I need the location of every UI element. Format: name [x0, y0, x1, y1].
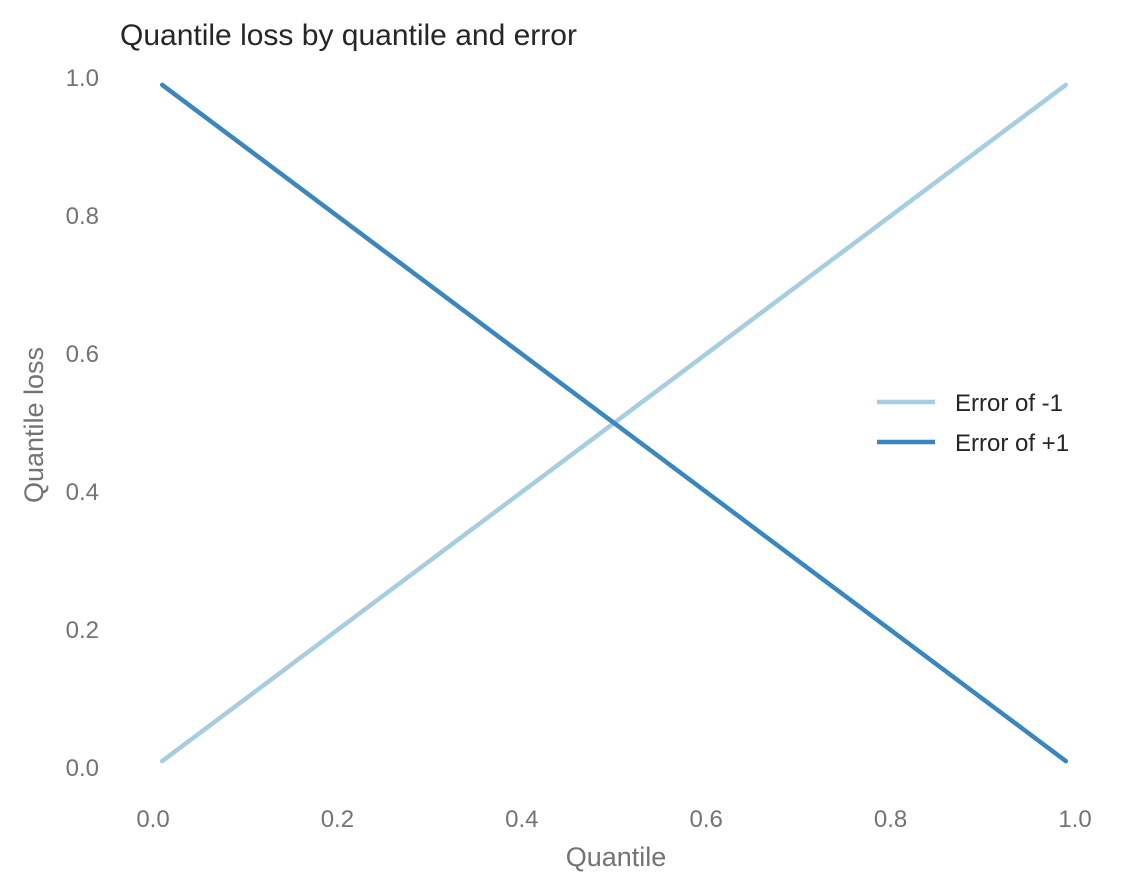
x-tick-label: 0.8 [874, 806, 907, 833]
x-tick-label: 0.0 [136, 806, 169, 833]
x-tick-label: 1.0 [1058, 806, 1091, 833]
x-tick-label: 0.4 [505, 806, 538, 833]
legend: Error of -1 Error of +1 [877, 390, 1069, 457]
series-lines [159, 82, 1069, 764]
y-axis-label: Quantile loss [19, 347, 49, 503]
y-axis-ticks: 0.0 0.2 0.4 0.6 0.8 1.0 [66, 65, 99, 782]
legend-label-2: Error of +1 [955, 430, 1069, 457]
x-axis-ticks: 0.0 0.2 0.4 0.6 0.8 1.0 [136, 806, 1091, 833]
y-tick-label: 1.0 [66, 65, 99, 92]
series-line-2 [159, 82, 1069, 764]
x-tick-label: 0.6 [690, 806, 723, 833]
x-axis-label: Quantile [566, 842, 667, 872]
legend-label-1: Error of -1 [955, 390, 1063, 417]
y-tick-label: 0.8 [66, 203, 99, 230]
y-tick-label: 0.2 [66, 617, 99, 644]
y-tick-label: 0.6 [66, 341, 99, 368]
y-tick-label: 0.0 [66, 755, 99, 782]
chart-title: Quantile loss by quantile and error [120, 19, 577, 52]
y-tick-label: 0.4 [66, 479, 99, 506]
x-tick-label: 0.2 [321, 806, 354, 833]
